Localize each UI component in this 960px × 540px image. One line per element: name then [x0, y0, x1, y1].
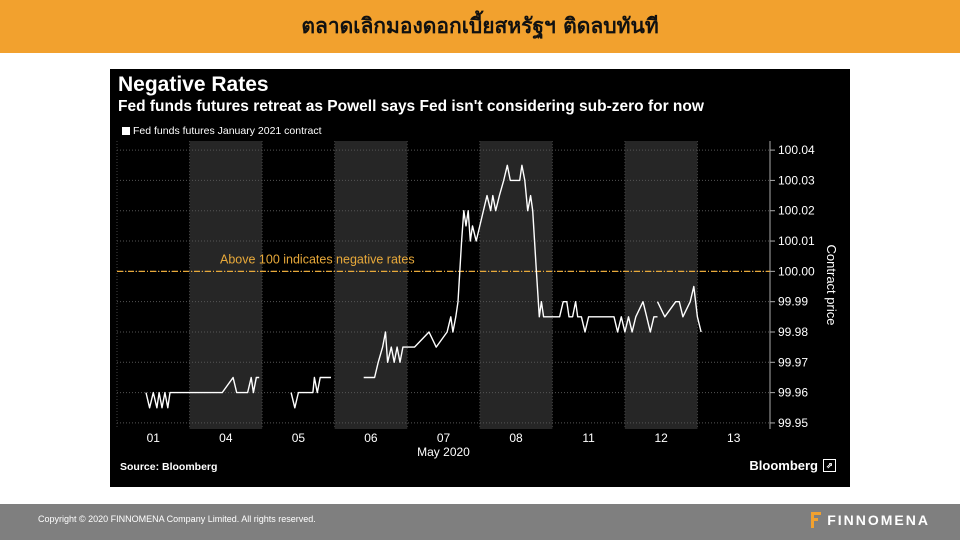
chart-title: Negative Rates	[118, 73, 269, 96]
y-tick-label: 99.97	[778, 355, 808, 369]
finnomena-logo: FINNOMENA	[811, 512, 930, 528]
x-tick-label: 05	[292, 431, 306, 445]
day-band	[189, 141, 263, 429]
x-tick-label: 04	[219, 431, 233, 445]
y-tick-label: 100.01	[778, 234, 815, 248]
x-tick-label: 07	[437, 431, 451, 445]
y-tick-label: 100.02	[778, 204, 815, 218]
x-tick-label: 13	[727, 431, 741, 445]
bloomberg-label: Bloomberg	[749, 458, 818, 473]
y-axis-label: Contract price	[824, 245, 839, 326]
x-tick-label: 01	[147, 431, 161, 445]
footer-bar: Copyright © 2020 FINNOMENA Company Limit…	[0, 504, 960, 540]
chart-subtitle: Fed funds futures retreat as Powell says…	[118, 98, 704, 115]
bloomberg-logo: Bloomberg ⇗	[749, 458, 836, 473]
y-tick-label: 100.03	[778, 173, 815, 187]
finnomena-mark-icon	[811, 512, 822, 528]
y-tick-label: 100.00	[778, 264, 815, 278]
series-line	[656, 285, 702, 333]
day-band	[624, 141, 698, 429]
legend-swatch	[122, 127, 130, 135]
finnomena-brand-name: FINNOMENA	[827, 512, 930, 528]
y-tick-label: 99.99	[778, 295, 808, 309]
series-line	[290, 376, 331, 409]
x-tick-label: 06	[364, 431, 378, 445]
header-bar: ตลาดเลิกมองดอกเบี้ยสหรัฐฯ ติดลบทันที	[0, 0, 960, 53]
x-tick-label: 12	[654, 431, 668, 445]
page-title: ตลาดเลิกมองดอกเบี้ยสหรัฐฯ ติดลบทันที	[301, 14, 659, 38]
day-band	[479, 141, 553, 429]
y-tick-label: 99.96	[778, 386, 808, 400]
x-tick-label: 08	[509, 431, 523, 445]
legend-label: Fed funds futures January 2021 contract	[133, 125, 322, 137]
y-tick-label: 99.95	[778, 416, 808, 430]
chart-source: Source: Bloomberg	[120, 461, 218, 473]
copyright-text: Copyright © 2020 FINNOMENA Company Limit…	[38, 514, 316, 524]
chart-panel: 99.95 99.96 99.97 99.98 99.99 100.00 100.01 100…	[110, 69, 850, 487]
series-line	[145, 376, 260, 409]
y-tick-label: 99.98	[778, 325, 808, 339]
day-band	[334, 141, 408, 429]
reference-line-label: Above 100 indicates negative rates	[220, 252, 415, 266]
series-line	[363, 164, 658, 379]
x-axis-label: May 2020	[417, 445, 470, 459]
x-tick-label: 11	[582, 431, 595, 445]
share-icon: ⇗	[823, 459, 836, 472]
y-tick-label: 100.04	[778, 143, 815, 157]
chart-legend: Fed funds futures January 2021 contract	[122, 125, 322, 137]
price-chart: 99.95 99.96 99.97 99.98 99.99 100.00 100.01 100…	[116, 141, 839, 459]
